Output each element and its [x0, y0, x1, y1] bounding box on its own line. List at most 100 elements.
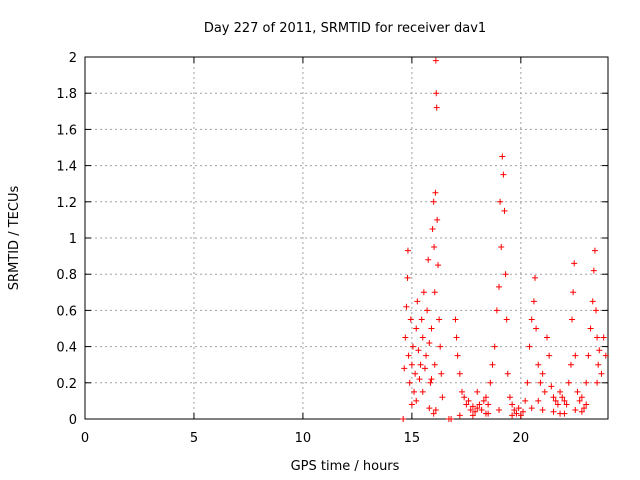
- data-point: [487, 379, 494, 386]
- data-point: [594, 379, 601, 386]
- data-point: [419, 334, 426, 341]
- data-point: [539, 406, 546, 413]
- data-point: [504, 370, 511, 377]
- data-point: [407, 316, 414, 323]
- x-tick-label: 15: [404, 431, 421, 446]
- data-point: [402, 334, 409, 341]
- data-point: [469, 412, 476, 419]
- data-point: [517, 412, 524, 419]
- data-point: [572, 406, 579, 413]
- data-point: [548, 383, 555, 390]
- data-point: [576, 397, 583, 404]
- data-point: [559, 394, 566, 401]
- data-point: [432, 57, 439, 64]
- data-point: [496, 283, 503, 290]
- data-point: [561, 397, 568, 404]
- data-point: [454, 352, 461, 359]
- data-point: [570, 289, 577, 296]
- data-point: [411, 388, 418, 395]
- data-point: [427, 379, 434, 386]
- data-point: [436, 316, 443, 323]
- data-point: [461, 394, 468, 401]
- data-point: [472, 408, 479, 415]
- data-point: [541, 388, 548, 395]
- points-layer: [400, 57, 609, 422]
- data-point: [498, 244, 505, 251]
- y-tick-label: 1.8: [56, 87, 77, 102]
- data-point: [554, 401, 561, 408]
- data-point: [417, 361, 424, 368]
- data-point: [431, 361, 438, 368]
- data-point: [528, 405, 535, 412]
- data-point: [528, 316, 535, 323]
- data-point: [572, 352, 579, 359]
- y-tick-label: 1.2: [56, 196, 77, 211]
- data-point: [578, 408, 585, 415]
- data-point: [482, 410, 489, 417]
- data-point: [563, 401, 570, 408]
- chart-title: Day 227 of 2011, SRMTID for receiver dav…: [204, 21, 486, 36]
- data-point: [430, 198, 437, 205]
- data-point: [404, 274, 411, 281]
- data-point: [557, 410, 564, 417]
- y-tick-label: 0.4: [56, 341, 77, 356]
- data-point: [515, 405, 522, 412]
- data-point: [478, 406, 485, 413]
- data-point: [587, 325, 594, 332]
- y-tick-label: 0.6: [56, 304, 77, 319]
- data-point: [602, 352, 609, 359]
- data-point: [448, 416, 455, 422]
- data-point: [520, 408, 527, 415]
- data-point: [409, 343, 416, 350]
- data-point: [423, 352, 430, 359]
- data-point: [533, 325, 540, 332]
- data-point: [428, 325, 435, 332]
- x-axis-label: GPS time / hours: [291, 459, 400, 474]
- data-point: [511, 406, 518, 413]
- data-point: [531, 274, 538, 281]
- data-point: [426, 405, 433, 412]
- data-point: [424, 307, 431, 314]
- data-point: [416, 376, 423, 383]
- data-point: [546, 352, 553, 359]
- data-point: [509, 401, 516, 408]
- data-point: [496, 406, 503, 413]
- data-point: [432, 406, 439, 413]
- data-point: [452, 316, 459, 323]
- data-point: [578, 394, 585, 401]
- data-point: [539, 370, 546, 377]
- data-point: [526, 343, 533, 350]
- data-point: [583, 379, 590, 386]
- data-point: [421, 365, 428, 372]
- data-point: [433, 104, 440, 111]
- data-point: [453, 334, 460, 341]
- data-point: [431, 244, 438, 251]
- data-point: [485, 401, 492, 408]
- data-point: [598, 370, 605, 377]
- data-point: [439, 394, 446, 401]
- data-point: [403, 303, 410, 310]
- x-tick-label: 10: [295, 431, 312, 446]
- data-point: [425, 256, 432, 263]
- x-tick-label: 0: [81, 431, 89, 446]
- data-point: [426, 339, 433, 346]
- data-point: [506, 394, 513, 401]
- y-tick-label: 2: [69, 51, 77, 66]
- data-point: [419, 388, 426, 395]
- y-tick-label: 0: [69, 413, 77, 428]
- ticks-layer: 0 5 10 15 20 0 0.2 0.4 0.6 0.8 1 1.2 1.4 1.6 1.8 2: [56, 51, 608, 446]
- data-point: [501, 207, 508, 214]
- data-point: [522, 397, 529, 404]
- data-point: [430, 410, 437, 417]
- data-point: [406, 379, 413, 386]
- y-axis-label: SRMTID / TECUs: [7, 186, 22, 291]
- data-point: [589, 298, 596, 305]
- data-point: [543, 334, 550, 341]
- data-point: [400, 416, 407, 422]
- data-point: [593, 307, 600, 314]
- data-point: [405, 352, 412, 359]
- data-point: [550, 408, 557, 415]
- data-point: [456, 412, 463, 419]
- data-point: [552, 397, 559, 404]
